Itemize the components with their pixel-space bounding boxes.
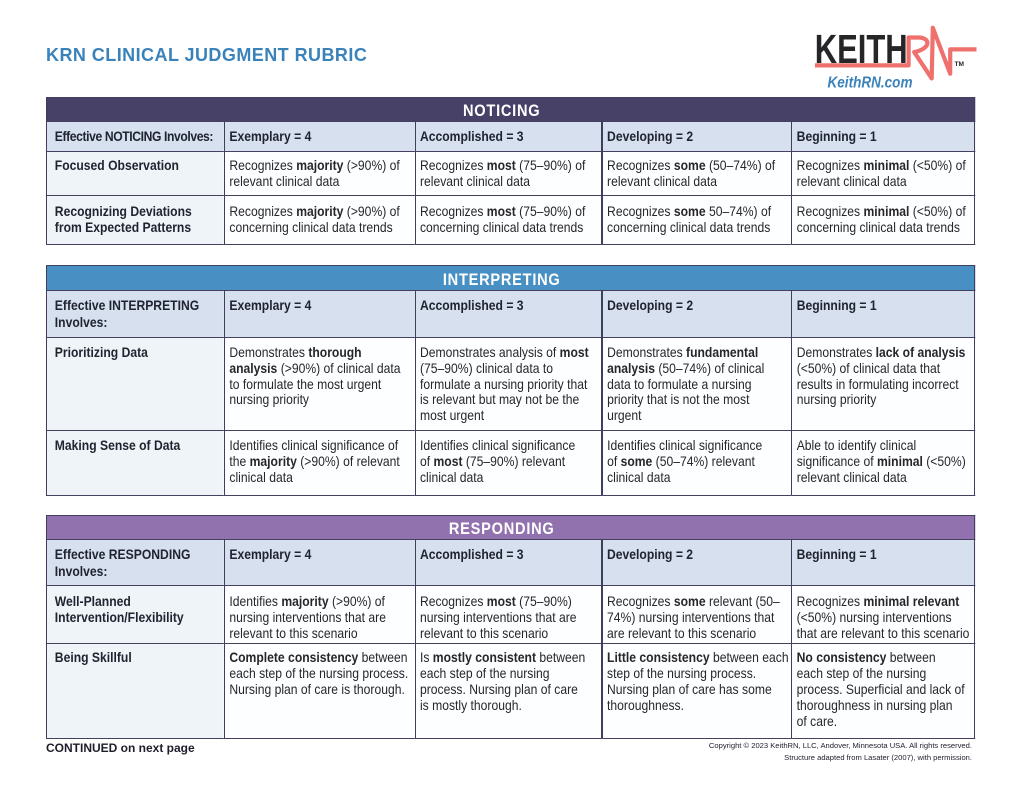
svg-text:TM: TM xyxy=(955,61,965,68)
svg-text:KeithRN.com: KeithRN.com xyxy=(828,75,913,92)
